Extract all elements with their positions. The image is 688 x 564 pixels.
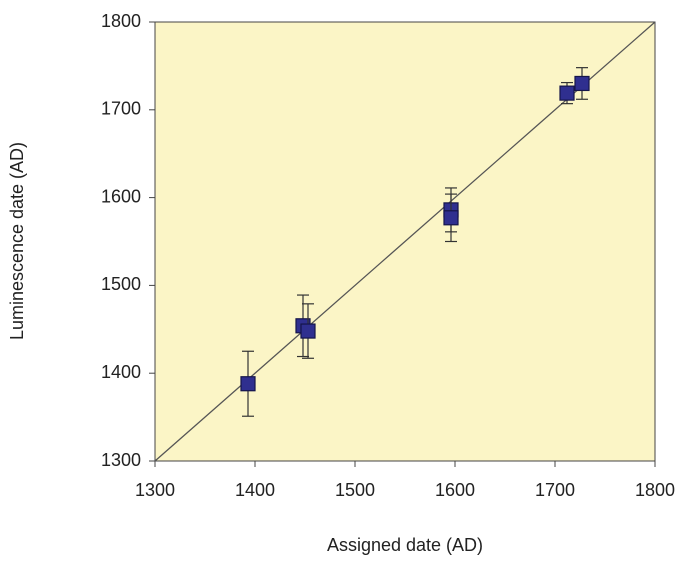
x-tick-label: 1800 (635, 480, 675, 500)
x-axis-label: Assigned date (AD) (327, 535, 483, 555)
marker (300, 323, 316, 339)
marker (559, 85, 575, 101)
x-tick-label: 1400 (235, 480, 275, 500)
x-tick-label: 1700 (535, 480, 575, 500)
y-tick-label: 1500 (101, 274, 141, 294)
y-axis-label: Luminescence date (AD) (7, 142, 27, 340)
marker (574, 75, 590, 92)
marker (443, 210, 459, 226)
y-tick-label: 1600 (101, 186, 141, 206)
x-tick-label: 1500 (335, 480, 375, 500)
x-tick-label: 1600 (435, 480, 475, 500)
y-tick-label: 1300 (101, 450, 141, 470)
y-tick-label: 1800 (101, 11, 141, 31)
x-tick-label: 1300 (135, 480, 175, 500)
y-tick-label: 1400 (101, 362, 141, 382)
marker (240, 376, 256, 392)
y-tick-label: 1700 (101, 99, 141, 119)
